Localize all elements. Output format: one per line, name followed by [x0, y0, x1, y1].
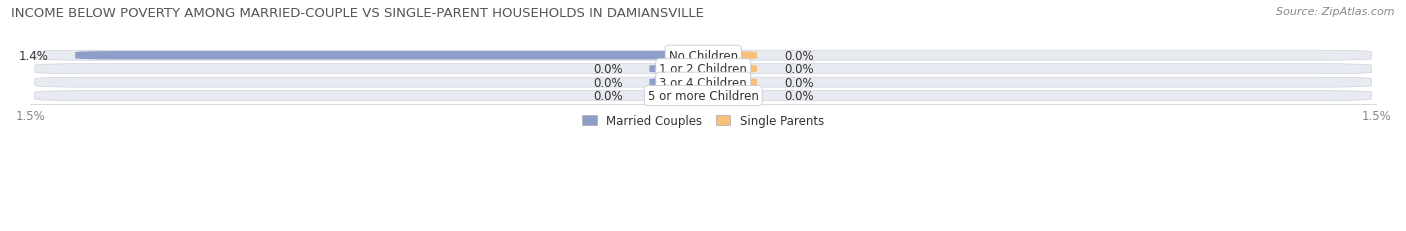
Text: 0.0%: 0.0%: [593, 63, 623, 76]
Text: Source: ZipAtlas.com: Source: ZipAtlas.com: [1277, 7, 1395, 17]
Text: 0.0%: 0.0%: [785, 90, 814, 103]
FancyBboxPatch shape: [650, 65, 703, 73]
FancyBboxPatch shape: [650, 92, 703, 100]
Text: 1 or 2 Children: 1 or 2 Children: [659, 63, 747, 76]
Text: 0.0%: 0.0%: [593, 90, 623, 103]
FancyBboxPatch shape: [35, 78, 1372, 88]
Text: 0.0%: 0.0%: [785, 63, 814, 76]
Text: INCOME BELOW POVERTY AMONG MARRIED-COUPLE VS SINGLE-PARENT HOUSEHOLDS IN DAMIANS: INCOME BELOW POVERTY AMONG MARRIED-COUPL…: [11, 7, 704, 20]
Text: 5 or more Children: 5 or more Children: [648, 90, 759, 103]
Text: 0.0%: 0.0%: [785, 76, 814, 89]
FancyBboxPatch shape: [75, 52, 703, 60]
Text: 3 or 4 Children: 3 or 4 Children: [659, 76, 747, 89]
Text: 0.0%: 0.0%: [785, 49, 814, 62]
FancyBboxPatch shape: [703, 65, 756, 73]
Legend: Married Couples, Single Parents: Married Couples, Single Parents: [578, 110, 830, 132]
FancyBboxPatch shape: [35, 51, 1372, 61]
FancyBboxPatch shape: [35, 64, 1372, 74]
FancyBboxPatch shape: [650, 79, 703, 87]
FancyBboxPatch shape: [703, 52, 756, 60]
Text: 0.0%: 0.0%: [593, 76, 623, 89]
FancyBboxPatch shape: [35, 91, 1372, 101]
Text: 1.4%: 1.4%: [18, 49, 48, 62]
FancyBboxPatch shape: [703, 92, 756, 100]
Text: No Children: No Children: [669, 49, 738, 62]
FancyBboxPatch shape: [703, 79, 756, 87]
